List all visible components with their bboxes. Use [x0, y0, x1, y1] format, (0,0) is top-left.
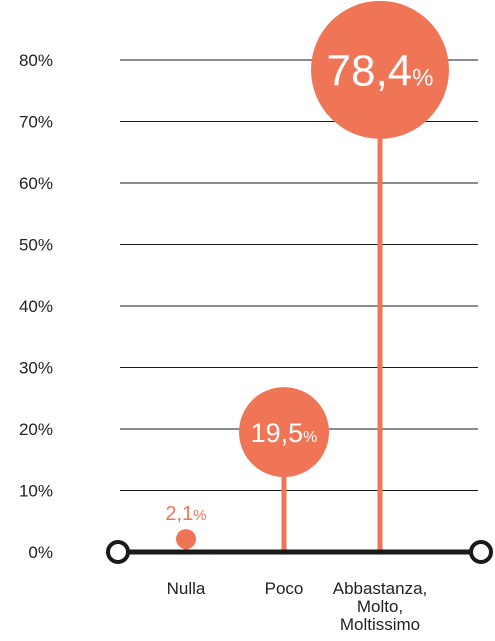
gridlines — [120, 59, 478, 491]
value-label: 78,4% — [327, 47, 434, 96]
lollipop-head — [311, 0, 449, 139]
x-category-label-line: Abbastanza, — [333, 579, 428, 598]
x-axis-category-labels: Nulla Poco Abbastanza, Molto, Moltissimo — [167, 579, 428, 634]
x-category-label: Abbastanza, Molto, Moltissimo — [333, 579, 428, 634]
x-category-label-line: Molto, — [357, 597, 403, 616]
value-label-number: 78,4 — [327, 47, 413, 96]
value-label-number: 19,5 — [251, 418, 304, 448]
lollipop-heads: 2,1%19,5%78,4% — [165, 0, 449, 550]
value-label-number: 2,1 — [165, 503, 193, 525]
value-label-unit: % — [412, 65, 433, 92]
lollipop-head — [239, 387, 329, 478]
value-label-unit: % — [193, 507, 206, 524]
y-tick-label: 30% — [19, 359, 53, 378]
lollipop-stems — [183, 69, 383, 552]
x-category-label-line: Moltissimo — [340, 615, 420, 634]
y-tick-label: 10% — [19, 482, 53, 501]
lollipop-head — [176, 529, 196, 550]
y-tick-label: 40% — [19, 297, 53, 316]
x-category-label: Poco — [265, 579, 304, 598]
value-label: 19,5% — [251, 418, 318, 448]
y-tick-label: 70% — [19, 113, 53, 132]
y-tick-label: 60% — [19, 174, 53, 193]
value-label-unit: % — [303, 429, 317, 446]
y-tick-label: 50% — [19, 236, 53, 255]
baseline-endpoint — [469, 540, 493, 564]
x-axis-baseline — [106, 540, 493, 564]
x-category-label: Nulla — [167, 579, 206, 598]
y-tick-label: 0% — [28, 543, 53, 562]
x-category-label-line: Poco — [265, 579, 304, 598]
y-tick-label: 80% — [19, 51, 53, 70]
y-axis-tick-labels: 0% 10% 20% 30% 40% 50% 60% 70% 80% — [19, 51, 53, 562]
baseline-endpoint — [106, 540, 130, 564]
y-tick-label: 20% — [19, 420, 53, 439]
value-label: 2,1% — [165, 503, 206, 525]
x-category-label-line: Nulla — [167, 579, 206, 598]
